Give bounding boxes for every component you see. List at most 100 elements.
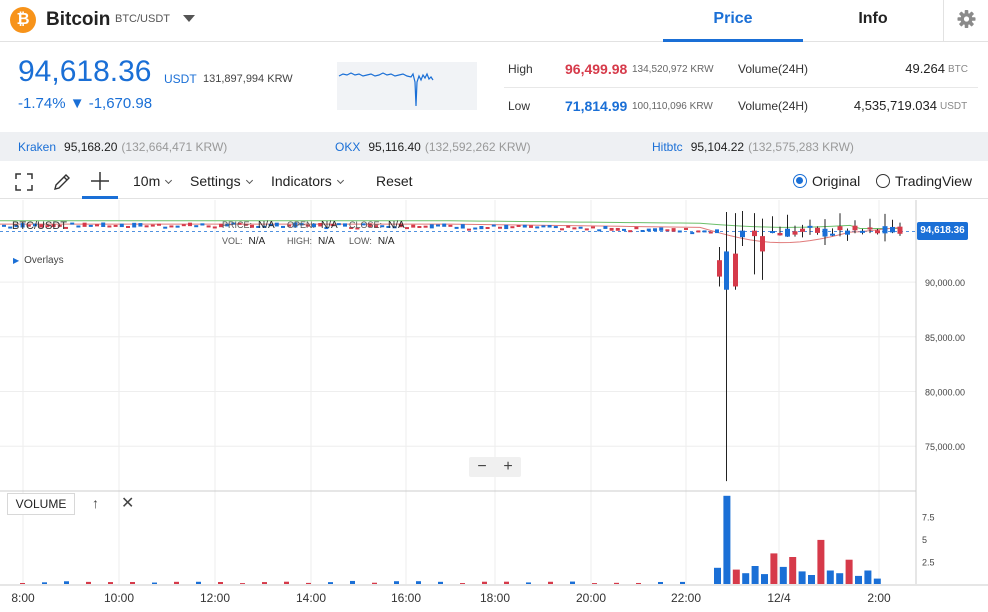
pencil-icon[interactable] (52, 172, 72, 192)
candle (479, 226, 484, 230)
candle (411, 224, 416, 228)
tab-info[interactable]: Info (858, 10, 888, 27)
candle (442, 223, 447, 227)
exchange-name[interactable]: OKX (335, 140, 361, 154)
candle (603, 226, 608, 229)
overlays-toggle[interactable]: Overlays (13, 255, 63, 266)
candle (318, 223, 323, 227)
y-tick-label: 75,000.00 (925, 442, 965, 452)
zoom-in-button[interactable]: + (503, 458, 513, 475)
interval-select[interactable]: 10m (133, 173, 173, 189)
candle (343, 223, 347, 227)
exchange-kraken[interactable]: Kraken 95,168.20 (132,664,471 KRW) (18, 140, 227, 154)
candle (665, 229, 670, 232)
settings-menu[interactable]: Settings (190, 173, 253, 189)
indicators-menu[interactable]: Indicators (271, 173, 344, 189)
volume-bar (864, 570, 872, 584)
fullscreen-icon[interactable] (15, 173, 33, 191)
candle (448, 224, 453, 227)
candle (175, 225, 180, 228)
candle (690, 232, 695, 235)
interval-label: 10m (133, 173, 161, 189)
legend-close-label: CLOSE: (349, 220, 383, 230)
candle (293, 222, 298, 228)
candle (57, 224, 62, 227)
volume-bar (328, 582, 333, 584)
volume-bar (394, 581, 399, 584)
candle (206, 225, 211, 228)
crosshair-tool[interactable] (82, 163, 118, 199)
volume-usdt-label: Volume(24H) (738, 99, 809, 113)
exchange-name[interactable]: Hitbtc (652, 140, 683, 154)
price-chart[interactable]: 90,000.00 85,000.00 80,000.00 75,000.00 8:00… (0, 200, 988, 612)
volume-bar (196, 581, 201, 584)
exchange-hitbtc[interactable]: Hitbtc 95,104.22 (132,575,283 KRW) (652, 140, 854, 154)
zoom-out-button[interactable]: − (477, 458, 487, 475)
candle (336, 223, 341, 226)
chevron-down-icon (165, 176, 173, 185)
volume-bar (240, 583, 245, 584)
candle (807, 225, 813, 228)
candle (349, 226, 354, 229)
price-change: -1.74% ▼ -1,670.98 (18, 95, 153, 112)
candle (374, 225, 378, 228)
chevron-down-icon[interactable] (183, 15, 195, 22)
y-tick-label: 85,000.00 (925, 333, 965, 343)
legend-vol: VOL: N/A (222, 236, 265, 247)
volume-bar (108, 582, 113, 584)
volume-bar (64, 581, 69, 584)
divider (504, 87, 978, 88)
candle (800, 228, 805, 232)
exchange-okx[interactable]: OKX 95,116.40 (132,592,262 KRW) (335, 140, 531, 154)
volume-bar (614, 582, 619, 584)
candle (860, 230, 865, 233)
close-icon[interactable]: ✕ (121, 495, 135, 512)
candle (237, 222, 242, 225)
exchange-name[interactable]: Kraken (18, 140, 57, 154)
mode-tradingview-radio[interactable]: TradingView (876, 173, 972, 189)
candle (324, 227, 329, 230)
candle (14, 225, 19, 228)
candle (88, 224, 93, 227)
candle (473, 227, 478, 230)
candle (429, 224, 434, 229)
tab-price[interactable]: Price (663, 0, 803, 42)
price-krw: 131,897,994 KRW (203, 73, 293, 85)
candle (262, 225, 267, 228)
y-tick-label: 90,000.00 (925, 278, 965, 288)
candle (157, 223, 161, 226)
x-tick-label: 12:00 (200, 591, 230, 605)
candle (566, 225, 571, 228)
candle (188, 222, 192, 227)
candle (64, 226, 68, 229)
candle (622, 228, 626, 231)
candle (852, 225, 858, 231)
x-tick-label: 12/4 (767, 591, 791, 605)
candle (640, 229, 645, 232)
candle (597, 229, 602, 232)
candle (150, 224, 155, 227)
candle (8, 226, 13, 229)
volume-bar (845, 559, 853, 584)
legend-open-label: OPEN: (287, 220, 316, 230)
volume-bar (680, 581, 685, 584)
candle (733, 253, 738, 287)
candle (504, 224, 509, 230)
candle (299, 223, 304, 226)
candle (70, 222, 75, 225)
move-up-icon[interactable]: ↑ (92, 495, 99, 511)
volume-bar (789, 557, 797, 584)
volume-panel-label: VOLUME (7, 493, 75, 515)
candle (460, 224, 465, 229)
candle (95, 224, 99, 227)
candle (777, 232, 783, 236)
reset-button[interactable]: Reset (376, 173, 413, 189)
candle (634, 226, 639, 230)
legend-price-label: PRICE: (222, 220, 253, 230)
settings-button[interactable] (943, 0, 988, 42)
candle (256, 225, 261, 228)
coin-name: Bitcoin (46, 9, 111, 30)
volume-bar (723, 495, 731, 584)
volume-bar (526, 582, 531, 584)
mode-original-radio[interactable]: Original (793, 173, 860, 189)
